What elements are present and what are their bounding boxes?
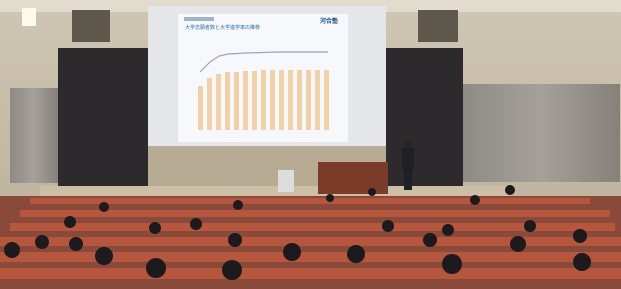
lecture-hall-photo: 大学志願者数と大学進学率の推移 河合塾 — [0, 0, 621, 289]
slide-tag — [184, 17, 214, 21]
slide-chart — [198, 70, 329, 130]
stage-curtain — [58, 48, 150, 198]
ceiling-light — [22, 8, 36, 26]
wall-speaker — [418, 10, 458, 42]
stage-curtain — [385, 48, 463, 196]
slide-title: 大学志願者数と大学進学率の推移 — [185, 24, 260, 31]
wall-speaker — [72, 10, 110, 42]
slide-logo: 河合塾 — [320, 17, 338, 25]
podium — [318, 162, 388, 194]
side-curtain — [462, 84, 620, 182]
chair — [278, 170, 294, 192]
side-curtain — [10, 88, 58, 183]
